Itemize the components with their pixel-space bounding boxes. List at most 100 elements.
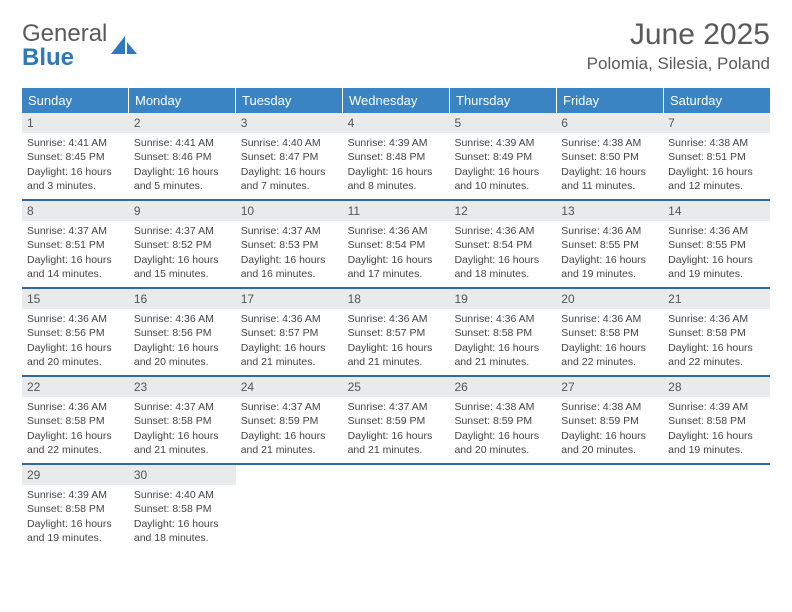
header-bar: General Blue June 2025 Polomia, Silesia,… (22, 18, 770, 74)
day-number: 15 (22, 289, 129, 309)
day-number: 6 (556, 113, 663, 133)
weekday-header: Monday (129, 88, 236, 113)
daylight-line: Daylight: 16 hours and 15 minutes. (134, 253, 231, 281)
day-cell: 16Sunrise: 4:36 AMSunset: 8:56 PMDayligh… (129, 289, 236, 375)
sunrise-line: Sunrise: 4:36 AM (561, 224, 658, 238)
sunrise-line: Sunrise: 4:36 AM (27, 400, 124, 414)
daylight-line: Daylight: 16 hours and 19 minutes. (668, 253, 765, 281)
sunset-line: Sunset: 8:58 PM (27, 502, 124, 516)
day-number: 11 (343, 201, 450, 221)
sunrise-line: Sunrise: 4:37 AM (241, 224, 338, 238)
calendar-grid: SundayMondayTuesdayWednesdayThursdayFrid… (22, 88, 770, 551)
day-body: Sunrise: 4:37 AMSunset: 8:51 PMDaylight:… (22, 224, 129, 286)
day-number: 2 (129, 113, 236, 133)
day-body: Sunrise: 4:36 AMSunset: 8:57 PMDaylight:… (236, 312, 343, 374)
week-row: 22Sunrise: 4:36 AMSunset: 8:58 PMDayligh… (22, 377, 770, 465)
day-body: Sunrise: 4:38 AMSunset: 8:59 PMDaylight:… (449, 400, 556, 462)
daylight-line: Daylight: 16 hours and 18 minutes. (134, 517, 231, 545)
sunrise-line: Sunrise: 4:36 AM (561, 312, 658, 326)
day-body: Sunrise: 4:40 AMSunset: 8:47 PMDaylight:… (236, 136, 343, 198)
day-number: 27 (556, 377, 663, 397)
sunset-line: Sunset: 8:57 PM (348, 326, 445, 340)
brand-text: General Blue (22, 22, 107, 70)
day-number: 4 (343, 113, 450, 133)
weekday-header-row: SundayMondayTuesdayWednesdayThursdayFrid… (22, 88, 770, 113)
daylight-line: Daylight: 16 hours and 22 minutes. (668, 341, 765, 369)
day-body: Sunrise: 4:36 AMSunset: 8:58 PMDaylight:… (22, 400, 129, 462)
weekday-header: Wednesday (343, 88, 450, 113)
brand-logo: General Blue (22, 18, 137, 70)
daylight-line: Daylight: 16 hours and 18 minutes. (454, 253, 551, 281)
day-body: Sunrise: 4:37 AMSunset: 8:58 PMDaylight:… (129, 400, 236, 462)
day-number: 18 (343, 289, 450, 309)
day-cell: 11Sunrise: 4:36 AMSunset: 8:54 PMDayligh… (343, 201, 450, 287)
day-body: Sunrise: 4:41 AMSunset: 8:46 PMDaylight:… (129, 136, 236, 198)
sunrise-line: Sunrise: 4:36 AM (668, 312, 765, 326)
sunset-line: Sunset: 8:57 PM (241, 326, 338, 340)
sunset-line: Sunset: 8:54 PM (454, 238, 551, 252)
week-row: 15Sunrise: 4:36 AMSunset: 8:56 PMDayligh… (22, 289, 770, 377)
day-body: Sunrise: 4:36 AMSunset: 8:58 PMDaylight:… (449, 312, 556, 374)
day-cell: 1Sunrise: 4:41 AMSunset: 8:45 PMDaylight… (22, 113, 129, 199)
day-body: Sunrise: 4:38 AMSunset: 8:51 PMDaylight:… (663, 136, 770, 198)
day-cell (449, 465, 556, 551)
sunset-line: Sunset: 8:46 PM (134, 150, 231, 164)
daylight-line: Daylight: 16 hours and 21 minutes. (241, 429, 338, 457)
daylight-line: Daylight: 16 hours and 12 minutes. (668, 165, 765, 193)
day-cell: 7Sunrise: 4:38 AMSunset: 8:51 PMDaylight… (663, 113, 770, 199)
day-number: 13 (556, 201, 663, 221)
day-number: 30 (129, 465, 236, 485)
day-number: 9 (129, 201, 236, 221)
day-body: Sunrise: 4:36 AMSunset: 8:55 PMDaylight:… (556, 224, 663, 286)
day-number: 29 (22, 465, 129, 485)
daylight-line: Daylight: 16 hours and 21 minutes. (348, 429, 445, 457)
day-number: 17 (236, 289, 343, 309)
day-cell: 13 Sunrise: 4:36 AMSunset: 8:55 PMDayligh… (556, 201, 663, 287)
week-row: 29Sunrise: 4:39 AMSunset: 8:58 PMDayligh… (22, 465, 770, 551)
daylight-line: Daylight: 16 hours and 8 minutes. (348, 165, 445, 193)
sunset-line: Sunset: 8:52 PM (134, 238, 231, 252)
day-cell: 5Sunrise: 4:39 AMSunset: 8:49 PMDaylight… (449, 113, 556, 199)
day-number: 16 (129, 289, 236, 309)
sunrise-line: Sunrise: 4:38 AM (561, 400, 658, 414)
day-body: Sunrise: 4:37 AMSunset: 8:53 PMDaylight:… (236, 224, 343, 286)
day-number: 10 (236, 201, 343, 221)
sunrise-line: Sunrise: 4:38 AM (561, 136, 658, 150)
sunset-line: Sunset: 8:51 PM (27, 238, 124, 252)
week-row: 1Sunrise: 4:41 AMSunset: 8:45 PMDaylight… (22, 113, 770, 201)
day-body: Sunrise: 4:36 AMSunset: 8:55 PMDaylight:… (663, 224, 770, 286)
sunset-line: Sunset: 8:59 PM (348, 414, 445, 428)
brand-sail-icon (111, 36, 137, 56)
sunset-line: Sunset: 8:48 PM (348, 150, 445, 164)
sunrise-line: Sunrise: 4:36 AM (454, 224, 551, 238)
sunset-line: Sunset: 8:53 PM (241, 238, 338, 252)
sunset-line: Sunset: 8:58 PM (454, 326, 551, 340)
day-cell (343, 465, 450, 551)
day-cell: 20Sunrise: 4:36 AMSunset: 8:58 PMDayligh… (556, 289, 663, 375)
day-cell: 3Sunrise: 4:40 AMSunset: 8:47 PMDaylight… (236, 113, 343, 199)
sunset-line: Sunset: 8:54 PM (348, 238, 445, 252)
sunset-line: Sunset: 8:50 PM (561, 150, 658, 164)
daylight-line: Daylight: 16 hours and 20 minutes. (454, 429, 551, 457)
day-cell: 18 Sunrise: 4:36 AMSunset: 8:57 PMDayligh… (343, 289, 450, 375)
day-number: 25 (343, 377, 450, 397)
sunrise-line: Sunrise: 4:38 AM (668, 136, 765, 150)
day-cell: 19Sunrise: 4:36 AMSunset: 8:58 PMDayligh… (449, 289, 556, 375)
day-body: Sunrise: 4:39 AMSunset: 8:49 PMDaylight:… (449, 136, 556, 198)
sunrise-line: Sunrise: 4:37 AM (241, 400, 338, 414)
daylight-line: Daylight: 16 hours and 20 minutes. (561, 429, 658, 457)
sunset-line: Sunset: 8:58 PM (668, 414, 765, 428)
month-title: June 2025 (587, 18, 770, 52)
day-cell: 6Sunrise: 4:38 AMSunset: 8:50 PMDaylight… (556, 113, 663, 199)
day-number: 28 (663, 377, 770, 397)
day-cell: 12Sunrise: 4:36 AMSunset: 8:54 PMDayligh… (449, 201, 556, 287)
day-body: Sunrise: 4:36 AMSunset: 8:57 PMDaylight:… (343, 312, 450, 374)
brand-word1: General (22, 20, 107, 47)
daylight-line: Daylight: 16 hours and 14 minutes. (27, 253, 124, 281)
sunset-line: Sunset: 8:59 PM (454, 414, 551, 428)
location-line: Polomia, Silesia, Poland (587, 54, 770, 74)
sunrise-line: Sunrise: 4:36 AM (241, 312, 338, 326)
day-number: 14 (663, 201, 770, 221)
weekday-header: Saturday (664, 88, 770, 113)
sunrise-line: Sunrise: 4:39 AM (668, 400, 765, 414)
